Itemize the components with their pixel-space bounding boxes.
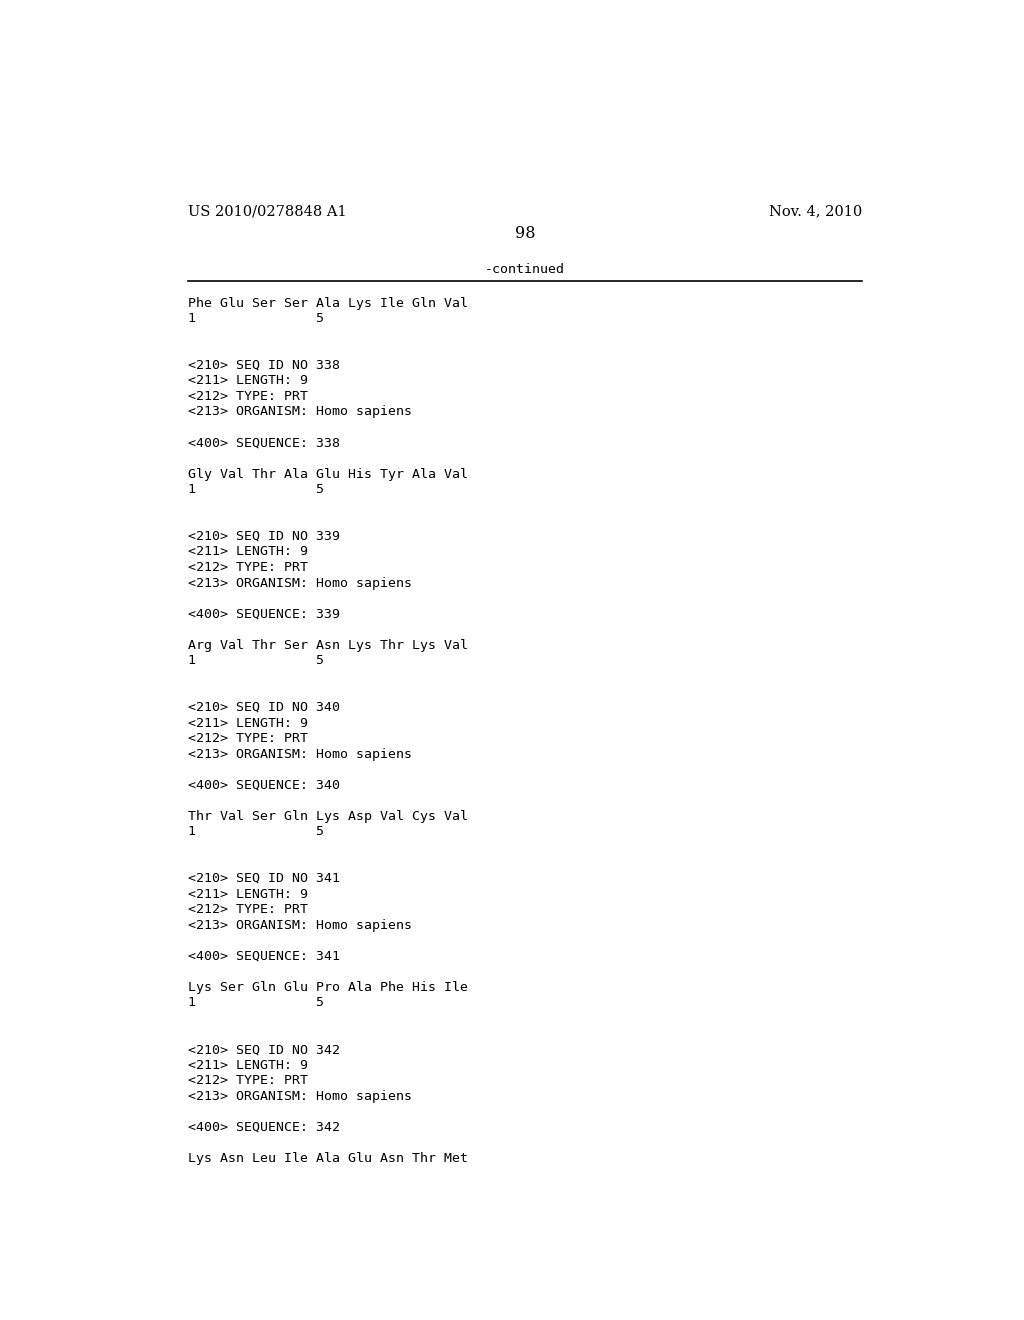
Text: <212> TYPE: PRT: <212> TYPE: PRT [187,1074,307,1088]
Text: <400> SEQUENCE: 341: <400> SEQUENCE: 341 [187,950,340,962]
Text: Thr Val Ser Gln Lys Asp Val Cys Val: Thr Val Ser Gln Lys Asp Val Cys Val [187,809,468,822]
Text: <210> SEQ ID NO 339: <210> SEQ ID NO 339 [187,529,340,543]
Text: 98: 98 [514,226,536,243]
Text: <210> SEQ ID NO 342: <210> SEQ ID NO 342 [187,1043,340,1056]
Text: Phe Glu Ser Ser Ala Lys Ile Gln Val: Phe Glu Ser Ser Ala Lys Ile Gln Val [187,297,468,310]
Text: 1               5: 1 5 [187,825,324,838]
Text: Arg Val Thr Ser Asn Lys Thr Lys Val: Arg Val Thr Ser Asn Lys Thr Lys Val [187,639,468,652]
Text: <211> LENGTH: 9: <211> LENGTH: 9 [187,887,307,900]
Text: 1               5: 1 5 [187,313,324,325]
Text: <212> TYPE: PRT: <212> TYPE: PRT [187,903,307,916]
Text: <213> ORGANISM: Homo sapiens: <213> ORGANISM: Homo sapiens [187,1090,412,1102]
Text: <211> LENGTH: 9: <211> LENGTH: 9 [187,375,307,387]
Text: US 2010/0278848 A1: US 2010/0278848 A1 [187,205,346,218]
Text: <211> LENGTH: 9: <211> LENGTH: 9 [187,1059,307,1072]
Text: <400> SEQUENCE: 340: <400> SEQUENCE: 340 [187,779,340,792]
Text: 1               5: 1 5 [187,997,324,1010]
Text: <211> LENGTH: 9: <211> LENGTH: 9 [187,545,307,558]
Text: <400> SEQUENCE: 342: <400> SEQUENCE: 342 [187,1121,340,1134]
Text: 1               5: 1 5 [187,655,324,668]
Text: <211> LENGTH: 9: <211> LENGTH: 9 [187,717,307,730]
Text: <212> TYPE: PRT: <212> TYPE: PRT [187,389,307,403]
Text: <400> SEQUENCE: 338: <400> SEQUENCE: 338 [187,437,340,450]
Text: <400> SEQUENCE: 339: <400> SEQUENCE: 339 [187,607,340,620]
Text: <210> SEQ ID NO 340: <210> SEQ ID NO 340 [187,701,340,714]
Text: Gly Val Thr Ala Glu His Tyr Ala Val: Gly Val Thr Ala Glu His Tyr Ala Val [187,467,468,480]
Text: <212> TYPE: PRT: <212> TYPE: PRT [187,561,307,574]
Text: <213> ORGANISM: Homo sapiens: <213> ORGANISM: Homo sapiens [187,747,412,760]
Text: Lys Ser Gln Glu Pro Ala Phe His Ile: Lys Ser Gln Glu Pro Ala Phe His Ile [187,981,468,994]
Text: Nov. 4, 2010: Nov. 4, 2010 [769,205,862,218]
Text: <210> SEQ ID NO 338: <210> SEQ ID NO 338 [187,359,340,372]
Text: <213> ORGANISM: Homo sapiens: <213> ORGANISM: Homo sapiens [187,919,412,932]
Text: <212> TYPE: PRT: <212> TYPE: PRT [187,733,307,744]
Text: <210> SEQ ID NO 341: <210> SEQ ID NO 341 [187,873,340,884]
Text: 1               5: 1 5 [187,483,324,496]
Text: -continued: -continued [484,263,565,276]
Text: <213> ORGANISM: Homo sapiens: <213> ORGANISM: Homo sapiens [187,405,412,418]
Text: <213> ORGANISM: Homo sapiens: <213> ORGANISM: Homo sapiens [187,577,412,590]
Text: Lys Asn Leu Ile Ala Glu Asn Thr Met: Lys Asn Leu Ile Ala Glu Asn Thr Met [187,1152,468,1166]
